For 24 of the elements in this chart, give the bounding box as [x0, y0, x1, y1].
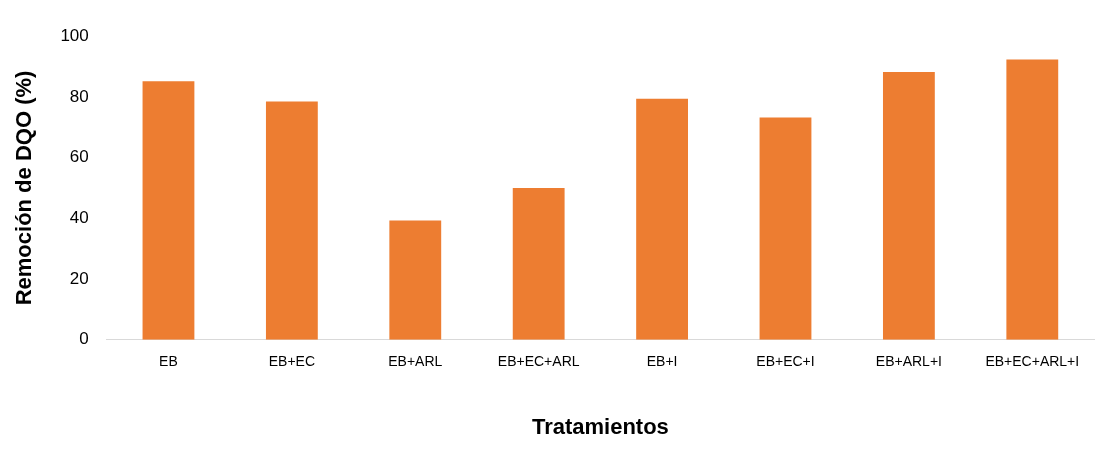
x-tick-label: EB [159, 353, 178, 370]
bar [389, 220, 442, 340]
bar [265, 101, 318, 340]
x-tick-label: EB+I [646, 353, 678, 370]
bar [1006, 59, 1059, 340]
y-tick-label: 100 [60, 25, 89, 45]
bar [882, 72, 935, 340]
x-tick-label: EB+EC [268, 353, 316, 370]
x-tick-label: EB+EC+ARL+I [985, 353, 1080, 370]
bar [636, 98, 688, 340]
x-axis-title: Tratamientos [531, 413, 669, 439]
bar [512, 188, 565, 340]
x-tick-label: EB+ARL+I [875, 353, 942, 370]
bar [142, 81, 195, 340]
y-tick-label: 20 [69, 268, 89, 288]
y-tick-label: 60 [69, 147, 89, 167]
y-tick-label: 80 [69, 86, 89, 106]
bar [759, 117, 812, 340]
x-tick-label: EB+ARL [388, 353, 443, 370]
x-tick-label: EB+EC+I [756, 353, 815, 370]
y-tick-label: 40 [69, 208, 89, 228]
y-tick-label: 0 [79, 329, 89, 349]
x-tick-label: EB+EC+ARL [497, 353, 580, 370]
y-axis-title: Remoción de DQO (%) [11, 70, 37, 306]
